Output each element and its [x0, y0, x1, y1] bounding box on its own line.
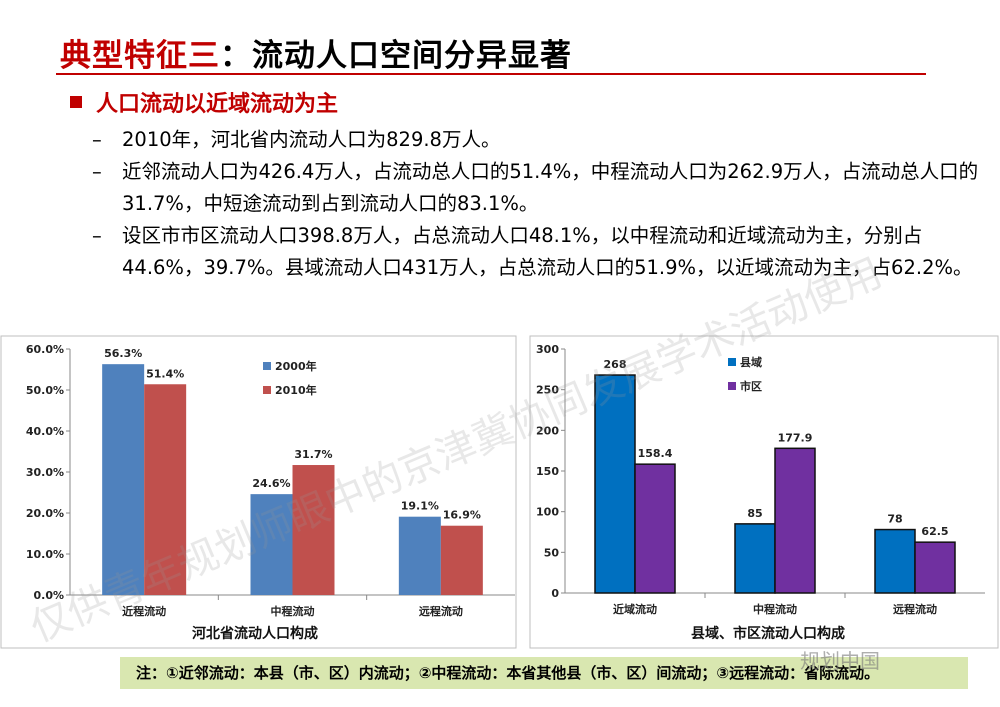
data-label: 85	[747, 507, 762, 520]
y-tick-label: 150	[536, 465, 559, 478]
bar	[144, 384, 187, 595]
legend-swatch	[728, 358, 736, 366]
dash-bullet-icon: –	[92, 160, 102, 183]
y-tick-label: 200	[536, 424, 559, 437]
x-tick-label: 近程流动	[122, 604, 166, 618]
y-tick-label: 50	[544, 546, 560, 559]
y-tick-label: 100	[536, 506, 559, 519]
section-subtitle: 人口流动以近域流动为主	[70, 86, 338, 118]
legend-swatch	[263, 386, 271, 394]
bar	[774, 447, 816, 594]
y-tick-label: 60.0%	[26, 343, 64, 356]
data-label: 51.4%	[146, 367, 184, 380]
bar	[102, 364, 145, 595]
bar	[634, 463, 676, 594]
data-label: 78	[887, 513, 902, 526]
bullet-item: – 设区市市区流动人口398.8万人，占总流动人口48.1%，以中程流动和近域流动…	[92, 220, 982, 284]
bar	[292, 465, 335, 595]
y-tick-label: 40.0%	[26, 425, 64, 438]
chart-title: 县域、市区流动人口构成	[691, 625, 845, 642]
y-tick-label: 250	[536, 384, 559, 397]
bar	[874, 528, 916, 594]
legend-label: 2000年	[275, 359, 317, 373]
data-label: 62.5	[921, 525, 948, 538]
data-label: 177.9	[778, 431, 813, 444]
legend-label: 2010年	[275, 383, 317, 397]
bullet-item: – 近邻流动人口为426.4万人，占流动总人口的51.4%，中程流动人口为262.…	[92, 156, 982, 220]
brand-logo: 规划中国	[800, 649, 880, 673]
data-label: 56.3%	[104, 347, 142, 360]
legend-swatch	[728, 382, 736, 390]
bar	[594, 374, 636, 594]
y-tick-label: 10.0%	[26, 548, 64, 561]
chart-title: 河北省流动人口构成	[192, 625, 318, 642]
county-city-migration-chart: 0 50 100 150 200 250 300 近域流动 268 158.4 中程流动 85 177.…	[510, 335, 1000, 659]
y-tick-label: 30.0%	[26, 466, 64, 479]
chart-frame	[0, 335, 517, 649]
data-label: 19.1%	[401, 500, 439, 513]
data-label: 158.4	[638, 447, 673, 460]
y-tick-label: 300	[536, 343, 559, 356]
hebei-migration-chart: 0.0% 10.0% 20.0% 30.0% 40.0% 50.0% 60.0% 近程流动 56…	[0, 335, 520, 659]
data-label: 16.9%	[443, 509, 481, 522]
bar	[440, 525, 483, 595]
legend-label: 市区	[740, 379, 762, 393]
page-title: 典型特征三：流动人口空间分异显著	[60, 38, 572, 74]
x-tick-label: 远程流动	[893, 602, 937, 616]
bullet-item: –2010年，河北省内流动人口为829.8万人。	[92, 124, 982, 156]
bullet-list: –2010年，河北省内流动人口为829.8万人。 – 近邻流动人口为426.4万人…	[92, 124, 982, 284]
x-tick-label: 中程流动	[271, 604, 315, 618]
square-bullet-icon	[70, 96, 82, 108]
y-tick-label: 0.0%	[33, 589, 64, 602]
title-divider	[56, 73, 926, 75]
legend-swatch	[263, 362, 271, 370]
bar	[914, 541, 956, 594]
data-label: 268	[604, 358, 627, 371]
x-tick-label: 远程流动	[419, 604, 463, 618]
chart-frame	[529, 335, 999, 649]
bar	[398, 516, 441, 595]
bar	[250, 494, 293, 595]
y-tick-label: 50.0%	[26, 384, 64, 397]
data-label: 24.6%	[252, 477, 290, 490]
dash-bullet-icon: –	[92, 128, 102, 151]
footnote: 注：①近邻流动：本县（市、区）内流动；②中程流动：本省其他县（市、区）间流动；③…	[120, 657, 968, 689]
x-tick-label: 近域流动	[613, 602, 657, 616]
legend-label: 县域	[740, 355, 762, 369]
y-tick-label: 20.0%	[26, 507, 64, 520]
x-tick-label: 中程流动	[753, 602, 797, 616]
y-tick-label: 0	[551, 587, 559, 600]
dash-bullet-icon: –	[92, 224, 102, 247]
data-label: 31.7%	[294, 448, 332, 461]
bar	[734, 523, 776, 594]
